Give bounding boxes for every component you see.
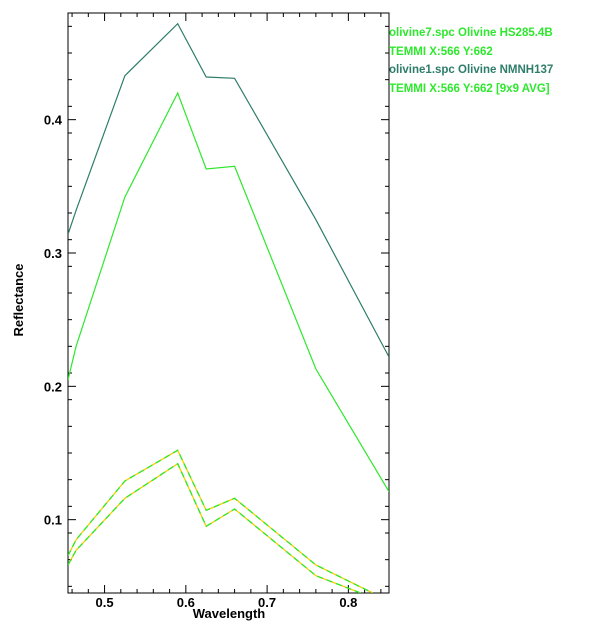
series-3-dashes (68, 449, 373, 593)
x-tick-label: 0.8 (339, 595, 357, 610)
x-tick-label: 0.7 (258, 595, 276, 610)
legend: olivine7.spc Olivine HS285.4B TEMMI X:56… (389, 24, 553, 98)
x-axis-title: Wavelength (193, 606, 266, 621)
y-tick-label: 0.3 (44, 246, 62, 261)
legend-entry-3: olivine1.spc Olivine NMNH137 (389, 64, 554, 76)
y-tick-label: 0.4 (44, 113, 63, 128)
series-layer (68, 22, 389, 593)
y-axis-title: Reflectance (11, 264, 26, 337)
x-tick-label: 0.6 (177, 595, 195, 610)
axis-ticks (68, 13, 389, 593)
x-tick-label: 0.5 (96, 595, 114, 610)
y-tick-label: 0.2 (44, 379, 62, 394)
tick-labels: 0.5 0.6 0.7 0.8 0.1 0.2 0.3 0.4 (44, 113, 357, 610)
series-1-line (68, 22, 389, 358)
series-4-line (68, 462, 361, 593)
y-tick-label: 0.1 (44, 513, 62, 528)
legend-entry-1: olivine7.spc Olivine HS285.4B (389, 27, 553, 39)
series-3-line (68, 449, 373, 593)
legend-entry-4: TEMMI X:566 Y:662 [9x9 AVG] (389, 82, 550, 95)
series-4-dashes (68, 462, 361, 593)
legend-entry-2: TEMMI X:566 Y:662 (389, 45, 493, 58)
series-2-line (68, 91, 389, 493)
plot-frame (67, 12, 390, 594)
